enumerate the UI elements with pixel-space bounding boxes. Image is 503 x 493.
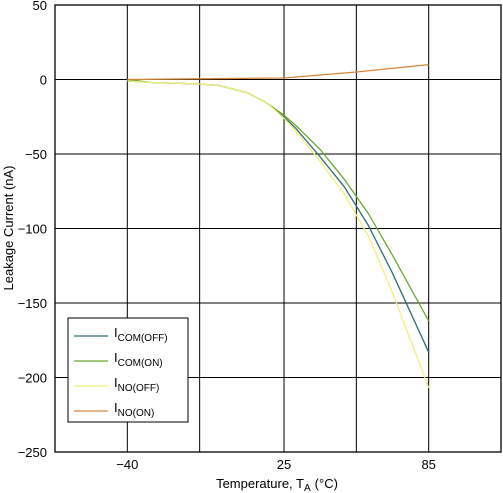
plot-frame bbox=[54, 4, 502, 453]
x-axis-label-main: Temperature, T bbox=[216, 476, 304, 491]
legend-box bbox=[67, 317, 189, 423]
legend-label: ICOM(ON) bbox=[114, 350, 163, 369]
y-tick-label: 50 bbox=[33, 0, 47, 13]
x-axis-label: Temperature, TA (°C) bbox=[216, 476, 338, 493]
y-tick-label: −100 bbox=[18, 222, 47, 237]
y-tick-label: 0 bbox=[40, 73, 47, 88]
y-tick-label: −50 bbox=[25, 147, 47, 162]
series-line-com-on bbox=[127, 78, 430, 322]
series-line-com-off bbox=[127, 80, 430, 353]
y-tick-label: −200 bbox=[18, 371, 47, 386]
x-tick-label: 85 bbox=[421, 457, 435, 472]
x-tick-label: 25 bbox=[277, 457, 291, 472]
x-axis-label-subscript: A bbox=[304, 483, 311, 493]
legend-label: INO(OFF) bbox=[114, 375, 159, 394]
y-tick-labels: 50 0 −50 −100 −150 −200 −250 bbox=[18, 0, 47, 460]
series-line-no-on bbox=[127, 63, 429, 81]
legend: ICOM(OFF) ICOM(ON) INO(OFF) INO(ON) bbox=[67, 317, 189, 423]
x-axis-label-unit: (°C) bbox=[315, 476, 338, 491]
y-tick-label: −250 bbox=[18, 445, 47, 460]
x-tick-labels: −40 25 85 bbox=[116, 457, 436, 472]
y-tick-label: −150 bbox=[18, 296, 47, 311]
x-tick-label: −40 bbox=[116, 457, 138, 472]
legend-label: INO(ON) bbox=[114, 400, 154, 419]
series-line-no-off bbox=[127, 80, 430, 389]
y-axis-label: Leakage Current (nA) bbox=[1, 165, 16, 290]
legend-label: ICOM(OFF) bbox=[114, 325, 168, 344]
series-lines bbox=[127, 63, 430, 389]
